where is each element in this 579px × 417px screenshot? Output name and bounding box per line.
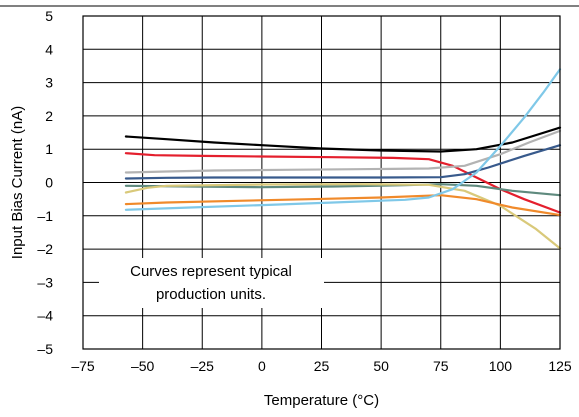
x-tick-label-0: –75	[71, 358, 95, 374]
x-tick-label-5: 50	[373, 358, 389, 374]
plot-border	[82, 15, 561, 350]
tick-labels: –75 –50 –25 0 25 50 75 100 125 –5 –4 –3 –2 –1 0 1 2 3 4 5	[37, 8, 571, 374]
x-tick-label-1: –50	[131, 358, 155, 374]
series-line-2	[124, 152, 562, 214]
annotation-background	[99, 258, 324, 308]
annotation-line-1: Curves represent typical	[130, 263, 292, 280]
x-axis-title: Temperature (°C)	[264, 392, 379, 409]
series-line-8	[124, 68, 562, 211]
y-tick-label-5: 0	[45, 175, 53, 191]
series-line-6	[124, 183, 562, 250]
series-layer	[124, 68, 562, 250]
y-tick-label-7: 2	[45, 108, 53, 124]
y-tick-label-10: 5	[45, 8, 53, 24]
y-tick-label-8: 3	[45, 75, 53, 91]
annotation-box: Curves represent typical production unit…	[99, 258, 324, 308]
x-tick-label-2: –25	[191, 358, 215, 374]
y-tick-label-4: –1	[37, 208, 53, 224]
x-tick-label-6: 75	[433, 358, 449, 374]
y-axis-title: Input Bias Current (nA)	[9, 106, 26, 259]
y-tick-label-1: –4	[37, 308, 53, 324]
y-tick-label-0: –5	[37, 341, 53, 357]
series-line-3	[124, 129, 562, 174]
plot-frame	[82, 15, 561, 350]
y-tick-label-9: 4	[45, 41, 53, 57]
y-tick-label-2: –3	[37, 274, 53, 290]
x-tick-label-7: 100	[489, 358, 513, 374]
y-tick-label-6: 1	[45, 141, 53, 157]
x-tick-label-3: 0	[258, 358, 266, 374]
series-line-7	[124, 194, 562, 217]
x-tick-label-8: 125	[548, 358, 572, 374]
y-tick-label-3: –2	[37, 241, 53, 257]
x-tick-label-4: 25	[314, 358, 330, 374]
annotation-line-2: production units.	[156, 286, 266, 303]
series-line-1	[124, 126, 562, 153]
series-line-4	[124, 144, 562, 180]
